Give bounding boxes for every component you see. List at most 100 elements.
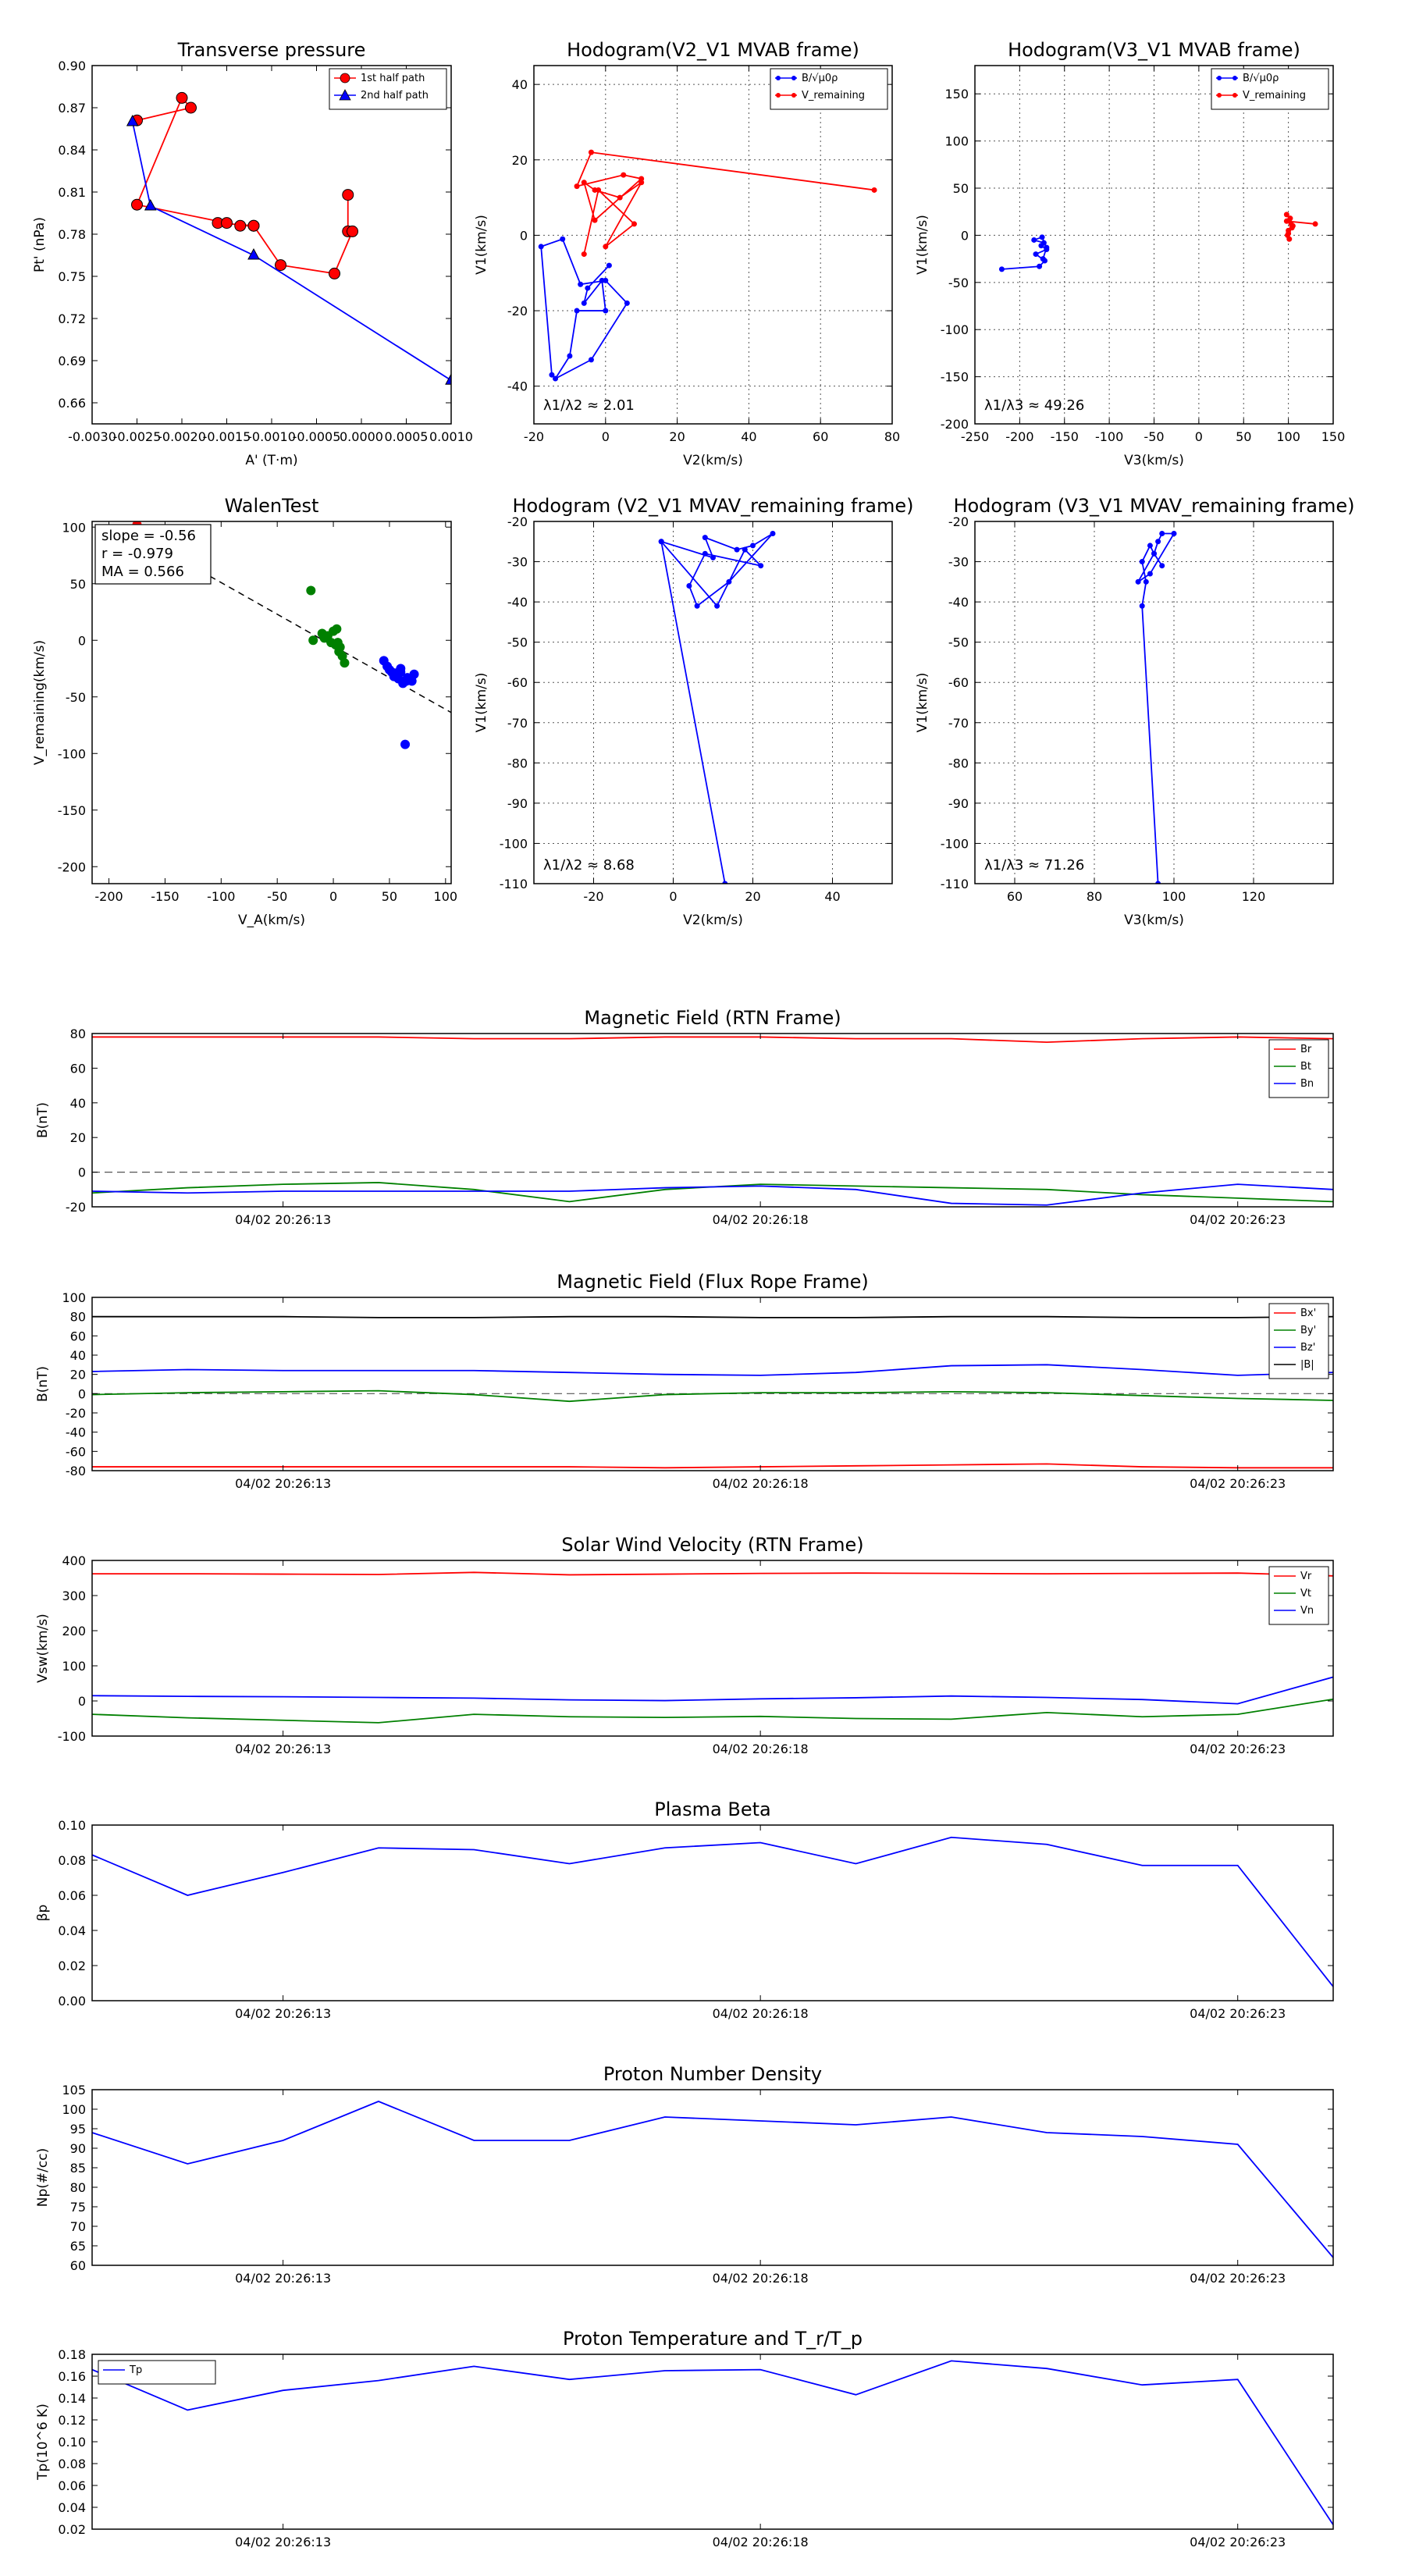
- series-line-1st half path: [136, 96, 354, 275]
- y-axis-label: Vsw(km/s): [35, 1614, 51, 1683]
- y-tick-label: 0.04: [58, 1923, 86, 1938]
- x-tick-label: 100: [434, 889, 458, 904]
- x-axis-label: V_A(km/s): [238, 913, 305, 928]
- legend-marker: [340, 73, 350, 84]
- y-axis-label: βp: [35, 1905, 51, 1922]
- data-point: [578, 281, 584, 287]
- x-tick-label: -50: [267, 889, 287, 904]
- x-tick-label: 20: [745, 889, 760, 904]
- x-axis-label: V2(km/s): [683, 453, 743, 468]
- chart-beta: Plasma Beta 04/02 20:26:13 04/02 20:26:18 0…: [35, 1799, 1334, 2021]
- plot-frame: [91, 1824, 1334, 2001]
- x-axis-label: V3(km/s): [1124, 453, 1184, 468]
- series-line-V_remaining: [575, 151, 875, 254]
- y-tick-label: 0.81: [58, 185, 86, 200]
- data-point: [734, 546, 740, 553]
- x-tick-label: -0.0010: [247, 429, 296, 444]
- y-tick-label: 0.78: [58, 227, 86, 242]
- x-tick-label: 04/02 20:26:23: [1190, 1742, 1286, 1756]
- y-tick-label: -40: [948, 595, 969, 610]
- data-point: [401, 676, 411, 686]
- series-line-B/√μ0ρ: [540, 238, 628, 381]
- data-point: [1040, 256, 1046, 262]
- x-tick-label: 04/02 20:26:18: [713, 2271, 809, 2286]
- y-tick-label: 95: [70, 2122, 86, 2137]
- chart-walen: WalenTest -200 -150 -100 -50 0 50 100 -200 -150 -1…: [32, 495, 457, 928]
- chart-title: Hodogram (V3_V1 MVAV_remaining frame): [953, 495, 1354, 517]
- y-tick-label: 0.87: [58, 101, 86, 116]
- y-tick-label: 60: [70, 1061, 86, 1076]
- data-point: [560, 236, 566, 242]
- x-tick-label: 04/02 20:26:23: [1190, 2535, 1286, 2549]
- y-tick-label: -80: [948, 756, 969, 770]
- data-point: [603, 277, 609, 283]
- legend-label: Tp: [129, 2364, 142, 2376]
- data-point: [234, 219, 247, 232]
- series-line-Np: [92, 2101, 1333, 2258]
- x-tick-label: 04/02 20:26:13: [235, 1742, 331, 1756]
- y-tick-label: 0.84: [58, 143, 86, 158]
- x-tick-label: 20: [669, 429, 685, 444]
- x-tick-label: 04/02 20:26:23: [1190, 2006, 1286, 2021]
- legend-label: Bt: [1300, 1061, 1311, 1073]
- legend-box: [1268, 1303, 1329, 1379]
- y-axis-label: Np(#/cc): [35, 2148, 51, 2207]
- data-point: [126, 114, 139, 126]
- legend-box: [98, 2360, 216, 2385]
- x-tick-label: -100: [207, 889, 235, 904]
- data-point: [1033, 251, 1039, 258]
- ratio-annotation: λ1/λ3 ≈ 49.26: [984, 397, 1084, 414]
- legend-marker: [776, 93, 781, 98]
- legend-label: |B|: [1300, 1359, 1314, 1371]
- x-tick-label: 04/02 20:26:13: [235, 2271, 331, 2286]
- y-tick-label: 0: [78, 1386, 86, 1401]
- data-point: [581, 300, 587, 306]
- legend-label: Br: [1300, 1044, 1312, 1055]
- data-point: [710, 554, 716, 560]
- plot-area: [92, 2101, 1333, 2258]
- data-point: [340, 658, 350, 668]
- data-point: [247, 219, 260, 232]
- x-tick-label: 100: [1162, 889, 1186, 904]
- legend-label: V_remaining: [1243, 90, 1306, 101]
- y-tick-label: 20: [70, 1368, 86, 1382]
- x-tick-label: -200: [94, 889, 123, 904]
- x-tick-label: 0: [669, 889, 677, 904]
- data-point: [758, 563, 764, 569]
- y-tick-label: 105: [62, 2083, 86, 2097]
- y-tick-label: 100: [62, 2102, 86, 2117]
- data-point: [574, 308, 580, 314]
- data-point: [221, 217, 233, 229]
- y-tick-label: 0: [961, 228, 969, 243]
- data-point: [1147, 571, 1153, 577]
- data-point: [308, 635, 318, 646]
- y-tick-label: 100: [62, 520, 86, 535]
- legend-label: By': [1300, 1325, 1316, 1336]
- data-point: [176, 91, 188, 104]
- legend-label: Vn: [1300, 1605, 1314, 1617]
- y-tick-label: -90: [507, 796, 528, 811]
- y-tick-label: 0.02: [58, 1959, 86, 1973]
- plot-area: [92, 1036, 1333, 1206]
- y-tick-label: -70: [507, 716, 528, 731]
- legend-label: Bz': [1300, 1342, 1315, 1354]
- data-point: [396, 667, 406, 677]
- y-tick-label: 40: [512, 77, 528, 92]
- data-point: [631, 221, 638, 227]
- chart-tp: Transverse pressure -0.0030-0.0025-0.0020…: [32, 39, 473, 468]
- legend-box: [1268, 1039, 1329, 1098]
- y-tick-label: -100: [941, 836, 969, 851]
- data-point: [1286, 236, 1293, 242]
- y-tick-label: 0: [78, 1694, 86, 1709]
- y-tick-label: 65: [70, 2239, 86, 2254]
- y-tick-label: -30: [948, 555, 969, 570]
- x-tick-label: -250: [961, 429, 989, 444]
- y-tick-label: -50: [66, 690, 86, 705]
- x-axis-label: A' (T·m): [245, 453, 297, 468]
- y-tick-label: -110: [500, 877, 528, 891]
- data-point: [588, 357, 594, 363]
- y-axis-label: B(nT): [35, 1102, 51, 1138]
- plot-area: [92, 1836, 1333, 1987]
- legend-label: 1st half path: [361, 73, 425, 84]
- series-line-Vr: [92, 1571, 1333, 1577]
